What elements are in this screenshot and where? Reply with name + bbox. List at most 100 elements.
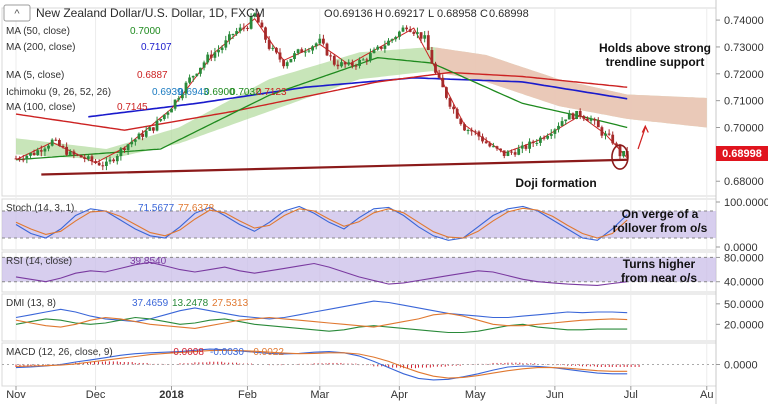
stoch-note-line2: rollover from o/s (613, 221, 708, 235)
candle-body (79, 155, 83, 158)
candle-body (72, 151, 76, 155)
candle-body (32, 152, 36, 155)
stoch-d-line (15, 207, 628, 239)
macd-line (15, 348, 628, 381)
trendline-note-line1: Holds above strong (599, 41, 711, 55)
candle-body (162, 114, 166, 119)
candle-body (289, 59, 293, 63)
collapse-toggle-icon[interactable] (3, 4, 31, 22)
candle-body (448, 97, 452, 107)
ma5-line (15, 17, 628, 164)
legend-value: 0.7000 (130, 26, 161, 37)
price-tick-label: 0.71000 (724, 96, 764, 108)
high-value: 0.69217 (385, 8, 425, 20)
candle-body (199, 67, 202, 74)
candle-body (105, 161, 108, 166)
candle-body (499, 148, 502, 151)
candle-body (387, 40, 390, 46)
candle-body (264, 27, 267, 40)
close-label: C (480, 8, 488, 20)
candle-body (473, 131, 477, 133)
candle-body (517, 148, 521, 155)
candle-body (604, 133, 607, 136)
chart-header: ^ New Zealand Dollar/U.S. Dollar, 1D, FX… (3, 4, 529, 22)
candle-body (372, 49, 376, 54)
candle-body (463, 124, 466, 131)
candle-body (217, 49, 220, 53)
time-tick-label: Apr (391, 389, 408, 401)
candle-body (83, 157, 87, 159)
legend-label: MA (50, close) (6, 26, 70, 37)
candle-body (593, 119, 597, 121)
candle-body (379, 46, 383, 49)
candle-body (502, 150, 506, 156)
candle-body (607, 133, 611, 135)
indicator-tick-label: 0.0000 (724, 242, 758, 254)
ma100-line (15, 71, 628, 131)
candle-body (488, 143, 492, 147)
legend-value: 0.7107 (141, 42, 172, 53)
candle-body (586, 118, 589, 121)
candle-body (513, 152, 517, 155)
candle-body (401, 27, 405, 32)
open-value: 0.69136 (333, 8, 373, 20)
candle-body (253, 13, 257, 17)
indicator-value: 71.5677 (138, 203, 175, 214)
candle-body (542, 137, 546, 139)
candle-body (278, 52, 282, 60)
candle-body (76, 154, 79, 156)
close-value: 0.68998 (489, 8, 529, 20)
oscillator-band (2, 211, 716, 238)
indicator-value: -0.0022 (250, 347, 284, 358)
candle-body (314, 43, 318, 47)
candle-body (152, 127, 155, 131)
price-tick-label: 0.68000 (724, 176, 764, 188)
time-tick-label: Mar (310, 389, 329, 401)
candle-body (242, 27, 246, 29)
candle-body (148, 127, 152, 131)
last-price-bg (716, 146, 768, 161)
candle-body (61, 146, 65, 147)
candle-body (249, 16, 253, 29)
legend-value: 0.6939 (152, 87, 183, 98)
candle-body (296, 49, 300, 54)
candle-body (43, 148, 47, 152)
candle-body (267, 39, 271, 49)
candle-body (119, 148, 123, 156)
candle-body (484, 141, 488, 144)
rsi-note-line1: Turns higher (623, 257, 696, 271)
candle-body (137, 133, 141, 140)
candle-body (426, 35, 430, 50)
indicator-value: -0.0030 (210, 347, 244, 358)
candle-body (383, 45, 387, 49)
candle-body (412, 31, 416, 34)
candle-body (285, 62, 289, 67)
time-tick-label: Feb (238, 389, 257, 401)
candle-body (332, 56, 336, 65)
candle-body (300, 49, 304, 53)
candle-body (173, 99, 177, 109)
indicator-tick-label: 40.0000 (724, 277, 764, 289)
price-tick-label: 0.74000 (724, 15, 764, 27)
low-value: 0.68958 (437, 8, 477, 20)
price-tick-label: 0.73000 (724, 42, 764, 54)
chevron-up-icon[interactable]: ^ (14, 8, 20, 20)
trendline-note-line2: trendline support (606, 55, 705, 69)
candle-body (354, 65, 358, 67)
candle-body (441, 77, 445, 88)
candle-body (303, 51, 307, 53)
legend-label: MA (5, close) (6, 70, 64, 81)
indicator-title: Stoch (14, 3, 1) (6, 203, 74, 214)
dmi-minus-line (15, 312, 628, 329)
candle-body (600, 127, 604, 136)
candle-body (618, 145, 622, 157)
candle-body (133, 139, 137, 142)
candle-body (347, 62, 351, 65)
candle-body (470, 130, 474, 132)
candle-body (560, 121, 564, 126)
legend-value: 0.7032 (230, 87, 261, 98)
candle-body (358, 59, 361, 66)
candle-body (329, 55, 332, 57)
candle-body (394, 37, 398, 40)
candle-body (166, 112, 170, 115)
